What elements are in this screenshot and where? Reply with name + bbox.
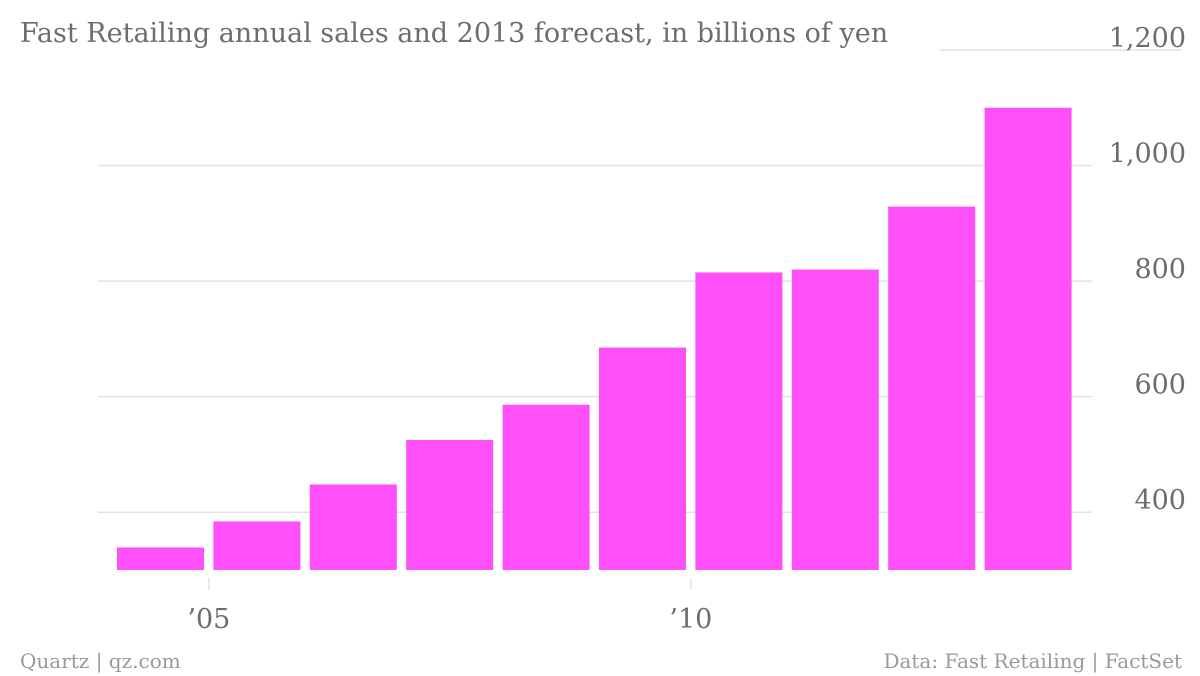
y-tick-label: 800 bbox=[1134, 254, 1186, 285]
x-tick-label: ’10 bbox=[669, 604, 712, 635]
bar-2004 bbox=[117, 547, 204, 570]
bar-2009 bbox=[599, 347, 686, 570]
x-axis-ticks: ’05 ’10 bbox=[187, 578, 712, 635]
bar-2012 bbox=[888, 206, 976, 571]
y-axis-ticks: 400 600 800 1,000 1,200 bbox=[1109, 23, 1186, 516]
y-tick-label: 400 bbox=[1134, 485, 1186, 516]
bar-2005 bbox=[213, 521, 301, 570]
y-tick-label: 1,200 bbox=[1109, 23, 1186, 54]
footer-source: Data: Fast Retailing | FactSet bbox=[883, 649, 1182, 674]
bar-2006 bbox=[309, 484, 397, 570]
y-tick-label: 600 bbox=[1134, 370, 1186, 401]
y-tick-label: 1,000 bbox=[1109, 139, 1186, 170]
chart-title: Fast Retailing annual sales and 2013 for… bbox=[20, 18, 888, 49]
bars bbox=[117, 107, 1072, 571]
footer-credit: Quartz | qz.com bbox=[20, 649, 181, 674]
bar-2010 bbox=[695, 272, 783, 570]
bar-2008 bbox=[502, 404, 590, 570]
bar-2007 bbox=[406, 440, 494, 570]
bar-2013 bbox=[984, 107, 1072, 571]
x-tick-label: ’05 bbox=[187, 604, 230, 635]
bar-2011 bbox=[791, 269, 879, 570]
